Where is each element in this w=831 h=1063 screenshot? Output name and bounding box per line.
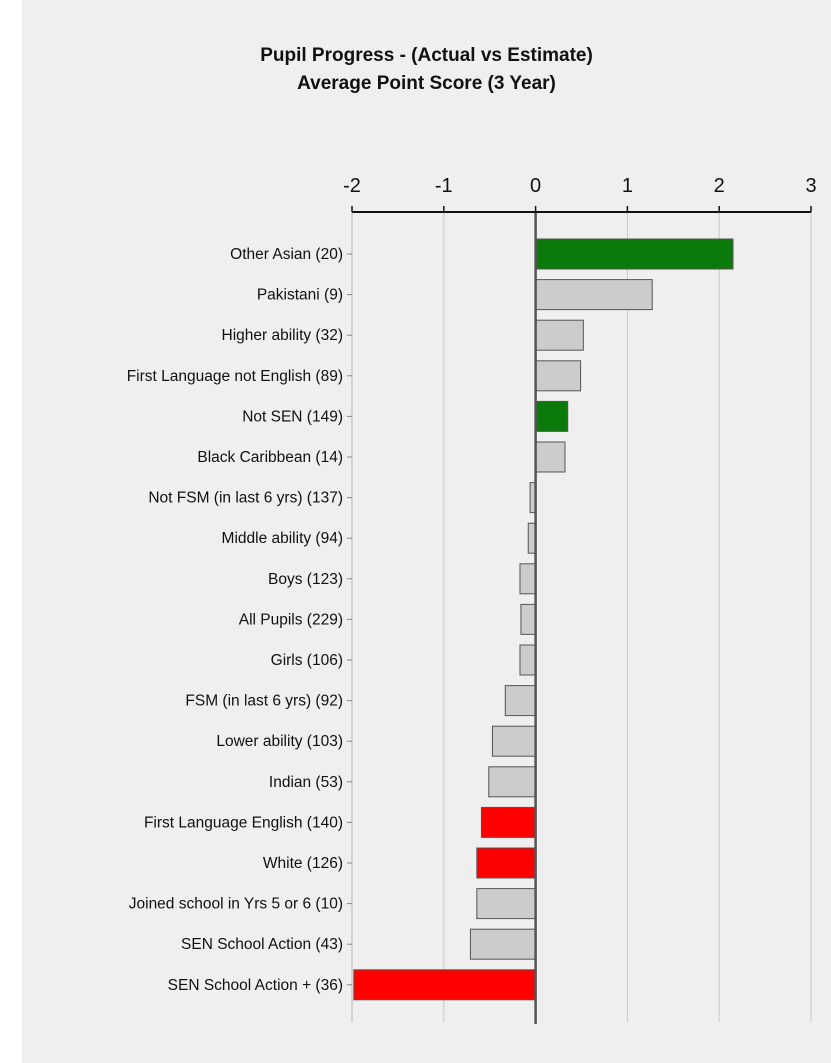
category-label: Not SEN (149): [242, 408, 343, 425]
category-label: Other Asian (20): [230, 246, 343, 263]
x-tick-label: 2: [714, 175, 725, 197]
bar: [535, 441, 566, 473]
bar: [519, 563, 537, 595]
bar: [535, 360, 582, 392]
category-label: Higher ability (32): [222, 327, 343, 344]
bar: [476, 847, 537, 879]
category-label: Boys (123): [268, 571, 343, 588]
bar: [353, 969, 537, 1001]
bar: [535, 400, 569, 432]
bar: [535, 279, 653, 311]
bar: [469, 928, 537, 960]
chart-subtitle: Average Point Score (3 Year): [297, 73, 556, 94]
category-label: White (126): [263, 855, 343, 872]
category-label: All Pupils (229): [239, 611, 343, 628]
category-label: First Language not English (89): [127, 368, 343, 385]
category-label: SEN School Action + (36): [168, 977, 343, 994]
bar: [488, 766, 537, 798]
chart-panel: Pupil Progress - (Actual vs Estimate) Av…: [22, 0, 831, 1063]
bar: [535, 238, 734, 270]
x-tick-label: 1: [622, 175, 633, 197]
chart-title-line-1: Pupil Progress - (Actual vs Estimate): [260, 45, 593, 66]
bar: [491, 725, 537, 757]
category-label: First Language English (140): [144, 814, 343, 831]
category-label: Not FSM (in last 6 yrs) (137): [148, 490, 343, 507]
category-label: Joined school in Yrs 5 or 6 (10): [129, 896, 343, 913]
bar: [504, 685, 537, 717]
category-label: FSM (in last 6 yrs) (92): [185, 693, 343, 710]
bar-chart: Other Asian (20) Pakistani (9) Higher abil…: [127, 175, 817, 1024]
bar: [535, 319, 584, 351]
x-tick-label: 3: [805, 175, 816, 197]
bar: [519, 644, 537, 676]
bar: [476, 888, 537, 920]
chart-title: Pupil Progress - (Actual vs Estimate) Av…: [22, 42, 831, 98]
x-tick-label: -1: [435, 175, 453, 197]
x-tick-label: -2: [343, 175, 361, 197]
category-label: SEN School Action (43): [181, 936, 343, 953]
category-label: Lower ability (103): [216, 733, 343, 750]
category-label: Middle ability (94): [222, 530, 343, 547]
category-label: Girls (106): [271, 652, 343, 669]
bar: [520, 603, 537, 635]
category-label: Pakistani (9): [257, 287, 343, 304]
bar: [480, 806, 537, 838]
category-label: Indian (53): [269, 774, 343, 791]
category-label: Black Caribbean (14): [197, 449, 343, 466]
x-tick-label: 0: [530, 175, 541, 197]
